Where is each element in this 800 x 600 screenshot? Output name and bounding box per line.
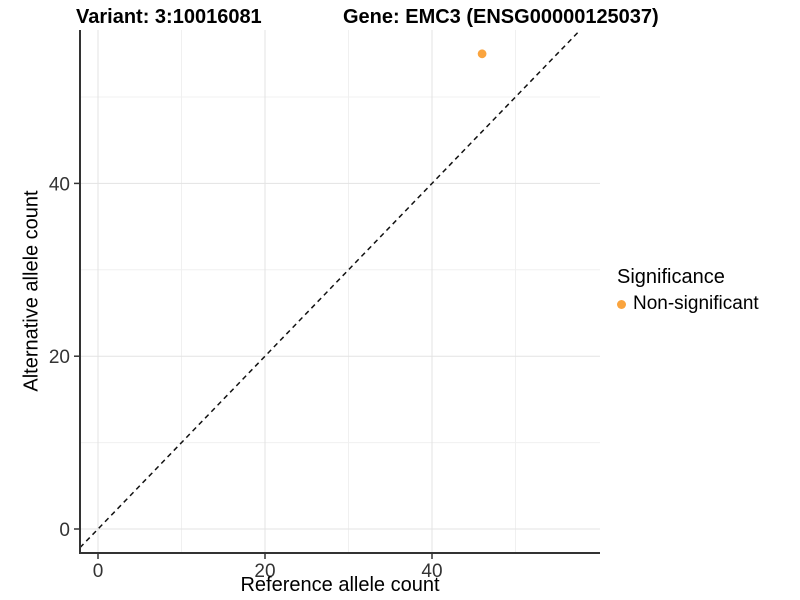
legend-title: Significance — [617, 266, 725, 288]
identity-line — [79, 29, 581, 549]
y-tick-label: 0 — [59, 520, 70, 541]
y-tick-label: 20 — [49, 347, 70, 368]
y-tick-label: 40 — [49, 174, 70, 195]
plot-title-gene: Gene: EMC3 (ENSG00000125037) — [343, 6, 659, 28]
legend: Significance Non-significant — [617, 266, 759, 315]
data-point — [477, 49, 487, 59]
x-tick-label: 40 — [421, 561, 442, 582]
x-tick-label: 20 — [254, 561, 275, 582]
legend-entry-label: Non-significant — [633, 293, 759, 314]
x-tick-label: 0 — [93, 561, 104, 582]
x-axis-title: Reference allele count — [240, 574, 440, 596]
legend-point-icon — [617, 299, 626, 309]
plot-title-variant: Variant: 3:10016081 — [76, 6, 262, 28]
y-axis-title: Alternative allele count — [20, 190, 43, 392]
legend-entry: Non-significant — [617, 293, 759, 315]
